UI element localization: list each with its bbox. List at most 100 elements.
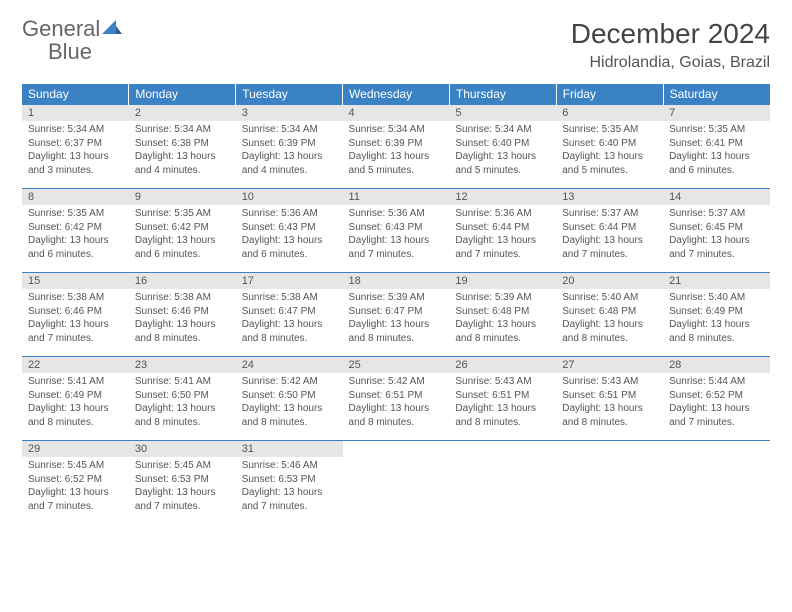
daylight-line1: Daylight: 13 hours (242, 150, 337, 164)
day-cell: 22Sunrise: 5:41 AMSunset: 6:49 PMDayligh… (22, 357, 129, 441)
sunrise-text: Sunrise: 5:34 AM (28, 123, 123, 137)
sunset-text: Sunset: 6:50 PM (135, 389, 230, 403)
sunrise-text: Sunrise: 5:38 AM (28, 291, 123, 305)
week-row: 1Sunrise: 5:34 AMSunset: 6:37 PMDaylight… (22, 105, 770, 189)
day-number: 3 (236, 105, 343, 121)
daylight-line1: Daylight: 13 hours (242, 486, 337, 500)
day-detail: Sunrise: 5:34 AMSunset: 6:40 PMDaylight:… (449, 121, 556, 181)
daylight-line2: and 7 minutes. (669, 248, 764, 262)
day-number: 13 (556, 189, 663, 205)
daylight-line2: and 6 minutes. (669, 164, 764, 178)
sunset-text: Sunset: 6:52 PM (28, 473, 123, 487)
day-cell: 6Sunrise: 5:35 AMSunset: 6:40 PMDaylight… (556, 105, 663, 189)
day-number: 29 (22, 441, 129, 457)
day-number: 23 (129, 357, 236, 373)
daylight-line2: and 5 minutes. (562, 164, 657, 178)
sunset-text: Sunset: 6:49 PM (669, 305, 764, 319)
daylight-line1: Daylight: 13 hours (242, 318, 337, 332)
daylight-line1: Daylight: 13 hours (562, 318, 657, 332)
header: General Blue December 2024 Hidrolandia, … (22, 18, 770, 72)
day-cell: 14Sunrise: 5:37 AMSunset: 6:45 PMDayligh… (663, 189, 770, 273)
sunset-text: Sunset: 6:39 PM (242, 137, 337, 151)
dow-wednesday: Wednesday (343, 84, 450, 105)
sunset-text: Sunset: 6:43 PM (242, 221, 337, 235)
sunrise-text: Sunrise: 5:46 AM (242, 459, 337, 473)
daylight-line2: and 8 minutes. (242, 332, 337, 346)
day-detail: Sunrise: 5:40 AMSunset: 6:49 PMDaylight:… (663, 289, 770, 349)
sunset-text: Sunset: 6:39 PM (349, 137, 444, 151)
daylight-line2: and 8 minutes. (349, 332, 444, 346)
sunset-text: Sunset: 6:52 PM (669, 389, 764, 403)
sunset-text: Sunset: 6:51 PM (349, 389, 444, 403)
daylight-line2: and 7 minutes. (455, 248, 550, 262)
sunrise-text: Sunrise: 5:40 AM (669, 291, 764, 305)
daylight-line2: and 8 minutes. (562, 332, 657, 346)
week-row: 8Sunrise: 5:35 AMSunset: 6:42 PMDaylight… (22, 189, 770, 273)
daylight-line2: and 5 minutes. (455, 164, 550, 178)
day-detail: Sunrise: 5:45 AMSunset: 6:53 PMDaylight:… (129, 457, 236, 517)
day-detail: Sunrise: 5:35 AMSunset: 6:42 PMDaylight:… (129, 205, 236, 265)
day-detail: Sunrise: 5:35 AMSunset: 6:41 PMDaylight:… (663, 121, 770, 181)
logo-word1: General (22, 16, 100, 41)
daylight-line2: and 7 minutes. (242, 500, 337, 514)
day-cell: 21Sunrise: 5:40 AMSunset: 6:49 PMDayligh… (663, 273, 770, 357)
sunset-text: Sunset: 6:47 PM (242, 305, 337, 319)
sunset-text: Sunset: 6:40 PM (562, 137, 657, 151)
day-number: 30 (129, 441, 236, 457)
daylight-line1: Daylight: 13 hours (28, 402, 123, 416)
dow-monday: Monday (129, 84, 236, 105)
day-number: 1 (22, 105, 129, 121)
day-cell: 20Sunrise: 5:40 AMSunset: 6:48 PMDayligh… (556, 273, 663, 357)
sunset-text: Sunset: 6:50 PM (242, 389, 337, 403)
dow-sunday: Sunday (22, 84, 129, 105)
daylight-line1: Daylight: 13 hours (135, 150, 230, 164)
day-number: 22 (22, 357, 129, 373)
day-detail: Sunrise: 5:34 AMSunset: 6:39 PMDaylight:… (236, 121, 343, 181)
daylight-line2: and 4 minutes. (135, 164, 230, 178)
day-number: 31 (236, 441, 343, 457)
day-number: 28 (663, 357, 770, 373)
day-number: 10 (236, 189, 343, 205)
day-number: 6 (556, 105, 663, 121)
daylight-line1: Daylight: 13 hours (562, 234, 657, 248)
sunrise-text: Sunrise: 5:45 AM (135, 459, 230, 473)
day-detail: Sunrise: 5:40 AMSunset: 6:48 PMDaylight:… (556, 289, 663, 349)
sunset-text: Sunset: 6:49 PM (28, 389, 123, 403)
day-cell: 24Sunrise: 5:42 AMSunset: 6:50 PMDayligh… (236, 357, 343, 441)
sunrise-text: Sunrise: 5:41 AM (28, 375, 123, 389)
daylight-line1: Daylight: 13 hours (28, 150, 123, 164)
day-detail: Sunrise: 5:42 AMSunset: 6:51 PMDaylight:… (343, 373, 450, 433)
sunrise-text: Sunrise: 5:34 AM (349, 123, 444, 137)
day-cell: 29Sunrise: 5:45 AMSunset: 6:52 PMDayligh… (22, 441, 129, 525)
daylight-line2: and 8 minutes. (28, 416, 123, 430)
day-number: 16 (129, 273, 236, 289)
sunset-text: Sunset: 6:43 PM (349, 221, 444, 235)
day-number: 5 (449, 105, 556, 121)
day-detail: Sunrise: 5:38 AMSunset: 6:47 PMDaylight:… (236, 289, 343, 349)
week-row: 22Sunrise: 5:41 AMSunset: 6:49 PMDayligh… (22, 357, 770, 441)
sunset-text: Sunset: 6:47 PM (349, 305, 444, 319)
daylight-line1: Daylight: 13 hours (455, 318, 550, 332)
day-number: 21 (663, 273, 770, 289)
sunrise-text: Sunrise: 5:34 AM (242, 123, 337, 137)
day-cell (449, 441, 556, 525)
sunrise-text: Sunrise: 5:35 AM (669, 123, 764, 137)
day-cell: 2Sunrise: 5:34 AMSunset: 6:38 PMDaylight… (129, 105, 236, 189)
day-cell: 4Sunrise: 5:34 AMSunset: 6:39 PMDaylight… (343, 105, 450, 189)
day-detail: Sunrise: 5:39 AMSunset: 6:47 PMDaylight:… (343, 289, 450, 349)
day-detail: Sunrise: 5:41 AMSunset: 6:49 PMDaylight:… (22, 373, 129, 433)
daylight-line1: Daylight: 13 hours (669, 150, 764, 164)
daylight-line2: and 7 minutes. (28, 500, 123, 514)
sunrise-text: Sunrise: 5:42 AM (242, 375, 337, 389)
day-cell: 5Sunrise: 5:34 AMSunset: 6:40 PMDaylight… (449, 105, 556, 189)
sunset-text: Sunset: 6:41 PM (669, 137, 764, 151)
day-detail: Sunrise: 5:37 AMSunset: 6:44 PMDaylight:… (556, 205, 663, 265)
daylight-line1: Daylight: 13 hours (455, 234, 550, 248)
sunrise-text: Sunrise: 5:45 AM (28, 459, 123, 473)
location-subtitle: Hidrolandia, Goias, Brazil (571, 54, 770, 72)
day-detail: Sunrise: 5:38 AMSunset: 6:46 PMDaylight:… (129, 289, 236, 349)
daylight-line2: and 3 minutes. (28, 164, 123, 178)
day-cell: 1Sunrise: 5:34 AMSunset: 6:37 PMDaylight… (22, 105, 129, 189)
day-detail: Sunrise: 5:34 AMSunset: 6:38 PMDaylight:… (129, 121, 236, 181)
sunrise-text: Sunrise: 5:41 AM (135, 375, 230, 389)
